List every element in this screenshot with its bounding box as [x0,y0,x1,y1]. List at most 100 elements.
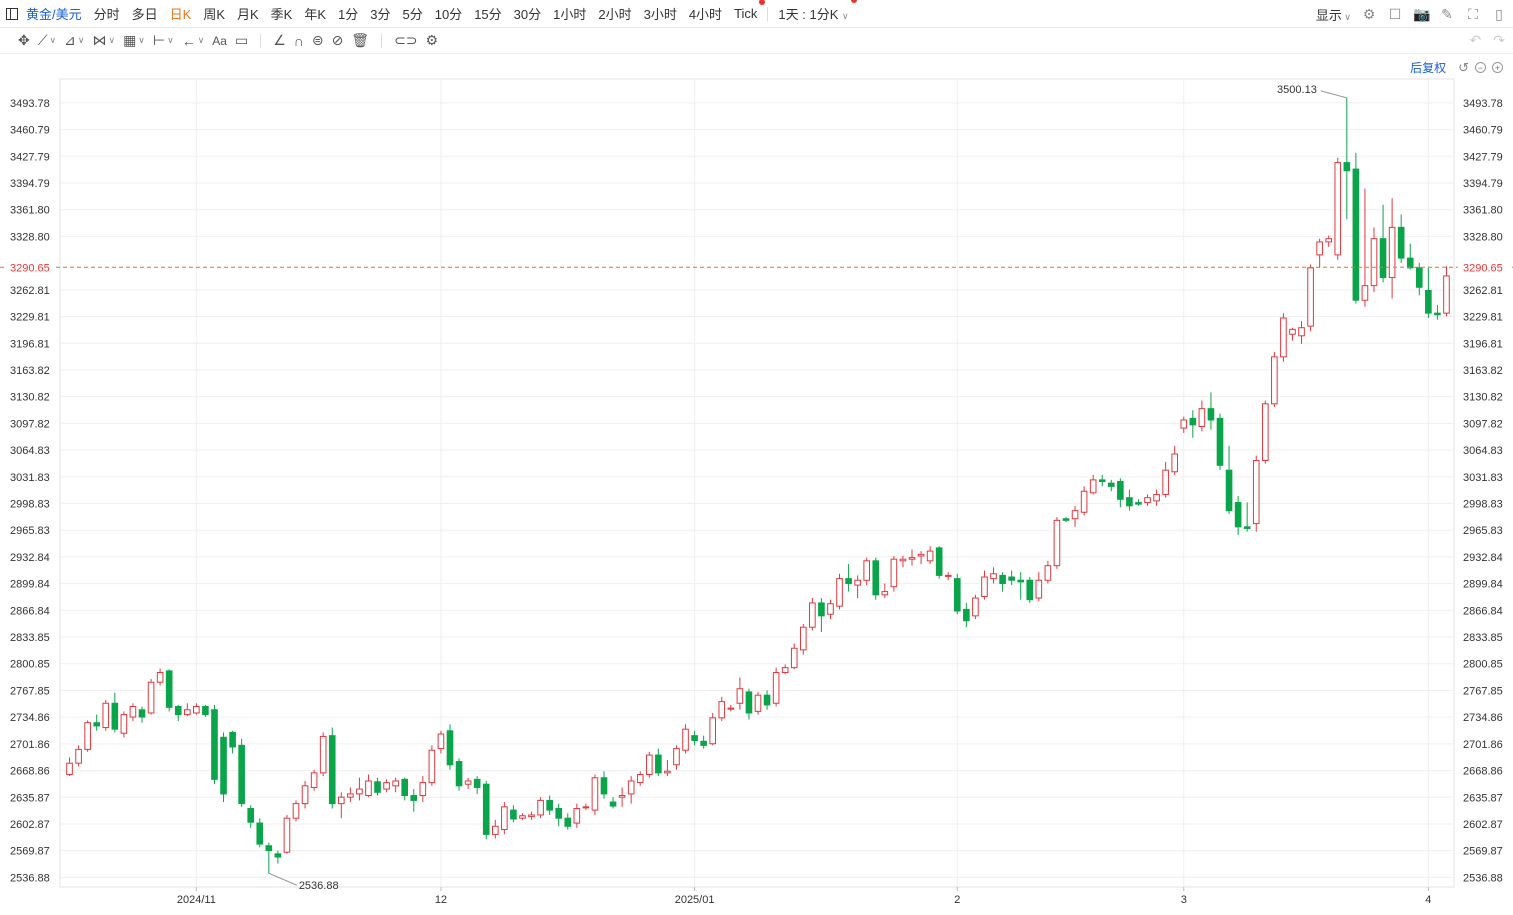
zoom-in-icon[interactable]: + [1492,62,1503,73]
period-tab[interactable]: 1分 [338,7,359,22]
candle-up [1370,238,1378,287]
period-tab[interactable]: 10分 [434,7,463,22]
candle-up [365,780,372,797]
y-tick-label-left: 3130.82 [10,392,50,404]
candle-up [827,603,834,615]
period-tab[interactable]: 月K [237,7,259,22]
current-price-tag-left-bg [4,259,54,276]
camera-icon[interactable]: 📷 [1413,6,1431,22]
y-tick-label-left: 3262.81 [10,285,50,297]
candle-up [1171,453,1179,473]
candle-down [401,778,409,797]
candle-down [1135,502,1142,505]
pencil-icon[interactable]: ✎ [1441,6,1453,22]
candle-up [908,557,916,560]
y-tick-label-right: 2833.85 [1463,632,1503,644]
candle-up [582,806,590,809]
x-tick-label: 12 [435,894,447,906]
y-tick-label-right: 2668.86 [1463,766,1503,778]
candle-up [1035,579,1043,599]
symbol-name[interactable]: 黄金/美元 [26,7,82,22]
sidebar-toggle-icon[interactable] [6,7,18,20]
arrow-tool-icon[interactable]: ← ∨ [181,32,205,49]
period-tab[interactable]: 3分 [370,7,391,22]
trash-icon[interactable]: 🗑 [351,32,370,48]
candle-up [1298,327,1305,337]
period-tab[interactable]: 4小时 [688,7,723,22]
adjust-label[interactable]: 后复权 [1410,61,1447,75]
y-tick-label-right: 2635.87 [1463,792,1503,804]
candle-down [473,778,481,788]
candle-up [836,578,843,607]
period-tab[interactable]: 5分 [402,7,423,22]
y-tick-label-left: 2998.83 [10,498,50,510]
plot-frame [59,78,1455,888]
note-icon[interactable]: ▭ [234,32,249,48]
period-tab[interactable]: 15分 [474,7,502,22]
history-controls: ↶ ↷ [1470,32,1505,49]
candle-up [519,815,526,819]
candle-down [446,730,454,766]
undo-icon[interactable]: ↶ [1469,32,1482,48]
angle-icon[interactable]: ∠ [273,32,286,48]
x-tick-label: 4 [1425,894,1431,906]
fullscreen-icon[interactable]: ⛶ [1468,6,1478,22]
candle-down [510,809,517,820]
candle-up [301,785,309,805]
period-tab[interactable]: 1小时 [553,7,587,22]
measure-tool-icon[interactable]: ⊢ ∨ [152,32,174,48]
candle-up [437,733,445,750]
settings-icon[interactable]: ⚙ [425,32,439,48]
candlestick-chart[interactable]: 3493.78 3493.78 3460.79 3460.79 3427.79 3427.… [0,54,1513,915]
text-tool-icon[interactable]: Aa [212,33,227,48]
period-tab[interactable]: 3小时 [643,7,677,22]
layout-icon[interactable]: ☐ [1388,6,1402,22]
candle-down [374,781,381,793]
candle-down [1343,162,1351,172]
candle-down [1379,238,1387,279]
period-tab[interactable]: 年K [304,7,327,22]
y-tick-label-left: 2833.85 [10,632,50,644]
lock-drawing-icon[interactable]: ⊜ [311,32,324,48]
redo-icon[interactable]: ↷ [1493,32,1505,48]
period-tab[interactable]: 日K [169,7,192,22]
candle-down [1425,289,1432,314]
candle-up [120,714,128,734]
candle-down [1415,267,1423,288]
period-tab[interactable]: Tick [728,0,766,21]
gear-icon[interactable]: ⚙ [1362,6,1376,22]
period-tab[interactable]: 分时 [93,7,120,22]
candle-up [990,573,997,580]
period-tab[interactable]: 多日 [131,7,158,22]
line-tool-icon[interactable]: ⟋ ∨ [37,32,57,48]
display-menu[interactable]: 显示 ∨ [1316,5,1351,24]
y-tick-label-right: 3328.80 [1463,231,1503,243]
compare-icon[interactable]: ⊂⊃ [394,32,418,48]
period-tab[interactable]: 2小时 [598,7,632,22]
magnet-icon[interactable]: ∩ [293,32,304,49]
channel-tool-icon[interactable]: ⊿ ∨ [64,32,85,48]
y-tick-label-right: 3163.82 [1463,365,1503,377]
candle-down [546,799,553,811]
move-icon[interactable]: ✥ [18,32,30,48]
period-tab[interactable]: 周K [203,7,225,22]
y-tick-label-left: 2701.86 [10,739,50,751]
notification-dot [850,0,857,3]
y-tick-label-right: 2734.86 [1463,712,1503,724]
fib-tool-icon[interactable]: ▦ ∨ [123,32,145,48]
custom-period-select[interactable]: 1天 : 1分K ∨ [772,0,857,23]
candle-down [1352,168,1360,301]
topbar-right-controls: 显示 ∨ ⚙ ☐ 📷 ✎ ⛶ ▯ [1316,0,1507,28]
hide-drawing-icon[interactable]: ⊘ [331,32,344,48]
candle-down [238,744,245,805]
period-tab[interactable]: 30分 [513,7,542,22]
candle-up [537,799,544,816]
zoom-out-icon[interactable]: − [1475,62,1486,73]
candle-down [1008,576,1015,581]
reset-icon[interactable]: ↺ [1458,59,1469,75]
period-tab[interactable]: 季K [270,7,293,22]
candle-up [618,795,626,798]
panel-icon[interactable]: ▯ [1495,6,1503,22]
divider [767,6,769,21]
pattern-tool-icon[interactable]: ⋈ ∨ [92,32,116,48]
